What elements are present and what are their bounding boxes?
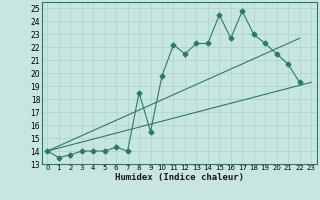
X-axis label: Humidex (Indice chaleur): Humidex (Indice chaleur) <box>115 173 244 182</box>
